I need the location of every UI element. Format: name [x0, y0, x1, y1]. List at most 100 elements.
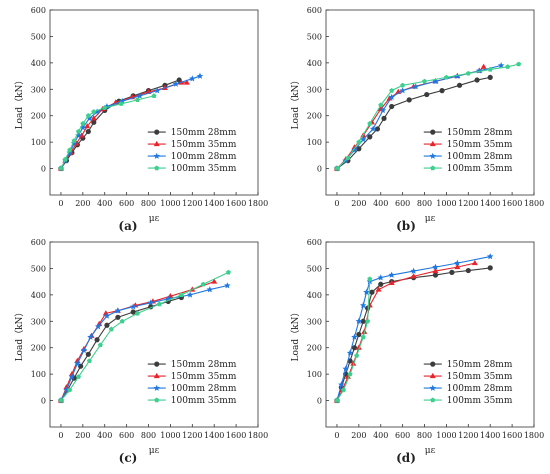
legend-marker	[430, 129, 436, 135]
x-tick-label: 1600	[226, 431, 246, 440]
x-tick-label: 1000	[160, 199, 180, 208]
x-tick-label: 200	[75, 199, 90, 208]
x-tick-label: 600	[395, 199, 410, 208]
x-tick-label: 1800	[248, 199, 268, 208]
legend-label: 100mm 35mm	[447, 164, 513, 174]
data-point	[68, 373, 76, 380]
legend-label: 150mm 28mm	[447, 360, 513, 370]
data-point	[377, 274, 384, 281]
legend-label: 150mm 28mm	[447, 128, 513, 138]
x-tick-label: 800	[141, 199, 156, 208]
legend-marker	[153, 152, 160, 159]
legend-label: 100mm 28mm	[447, 384, 513, 394]
legend-label: 100mm 28mm	[447, 152, 513, 162]
data-point	[432, 267, 439, 274]
series-line-1	[336, 267, 491, 401]
data-point	[154, 87, 161, 94]
data-point	[118, 101, 124, 106]
x-tick-label: 1200	[182, 431, 202, 440]
data-point	[378, 281, 384, 287]
x-tick-label: 1000	[436, 199, 456, 208]
y-tick-label: 100	[31, 370, 46, 379]
data-point	[103, 312, 111, 319]
data-point	[347, 371, 353, 377]
data-point	[108, 326, 114, 332]
data-point	[344, 373, 351, 379]
data-point	[86, 114, 93, 122]
legend-label: 100mm 35mm	[171, 164, 237, 174]
data-point	[367, 134, 373, 140]
data-point	[135, 310, 141, 316]
legend-marker	[429, 372, 436, 379]
data-point	[119, 318, 125, 324]
legend-marker	[429, 384, 436, 391]
data-point	[172, 80, 180, 87]
data-point	[183, 79, 190, 85]
data-point	[97, 342, 103, 348]
y-tick-label: 0	[41, 397, 46, 406]
data-point	[497, 62, 505, 69]
legend-label: 150mm 28mm	[171, 360, 237, 370]
panel-label: (d)	[396, 451, 416, 465]
y-axis-title: Load（kN）	[290, 308, 301, 362]
data-point	[465, 267, 471, 274]
data-point	[80, 121, 86, 126]
data-point	[378, 102, 384, 108]
y-tick-label: 200	[307, 344, 322, 353]
legend-label: 150mm 35mm	[447, 372, 513, 382]
data-point	[356, 331, 362, 338]
plot-frame	[325, 9, 535, 196]
x-tick-label: 600	[395, 431, 410, 440]
data-point	[471, 259, 478, 266]
plot-frame	[49, 241, 259, 428]
x-tick-label: 1800	[524, 431, 544, 440]
data-point	[388, 271, 395, 278]
x-tick-label: 0	[58, 431, 63, 440]
legend-label: 150mm 35mm	[171, 140, 237, 150]
x-tick-label: 600	[119, 431, 134, 440]
data-point	[86, 358, 92, 364]
y-axis-title: Load（kN）	[290, 76, 301, 130]
legend-label: 100mm 28mm	[171, 152, 237, 162]
y-tick-label: 200	[31, 344, 46, 353]
data-point	[58, 397, 64, 403]
data-point	[58, 165, 64, 171]
data-point	[454, 263, 461, 270]
data-point	[355, 317, 363, 325]
panel-label: (a)	[118, 219, 137, 233]
data-point	[486, 253, 494, 260]
data-point	[85, 113, 91, 118]
data-point	[157, 301, 162, 307]
y-tick-label: 600	[31, 6, 46, 15]
x-tick-label: 600	[119, 199, 134, 208]
legend-label: 150mm 35mm	[447, 140, 513, 150]
x-axis-title: με	[425, 446, 436, 456]
data-point	[487, 74, 493, 80]
x-tick-label: 0	[334, 199, 339, 208]
x-tick-label: 200	[351, 431, 366, 440]
data-point	[75, 128, 81, 134]
data-point	[178, 292, 184, 297]
data-point	[439, 88, 445, 94]
y-tick-label: 500	[31, 32, 46, 41]
y-tick-label: 100	[307, 138, 322, 147]
x-tick-label: 1600	[502, 431, 522, 440]
data-point	[399, 87, 406, 94]
y-tick-label: 300	[31, 85, 46, 94]
data-point	[94, 337, 100, 343]
data-point	[432, 272, 439, 278]
data-point	[360, 334, 366, 340]
data-point	[456, 82, 463, 88]
y-tick-label: 500	[307, 264, 322, 273]
data-point	[224, 282, 231, 289]
data-point	[74, 360, 81, 367]
y-tick-label: 300	[31, 317, 46, 326]
x-tick-label: 1600	[226, 199, 246, 208]
data-point	[366, 302, 373, 308]
legend-label: 100mm 35mm	[447, 396, 513, 406]
y-tick-label: 100	[307, 370, 322, 379]
y-tick-label: 600	[31, 238, 46, 247]
data-point	[412, 83, 419, 90]
data-point	[424, 91, 430, 98]
